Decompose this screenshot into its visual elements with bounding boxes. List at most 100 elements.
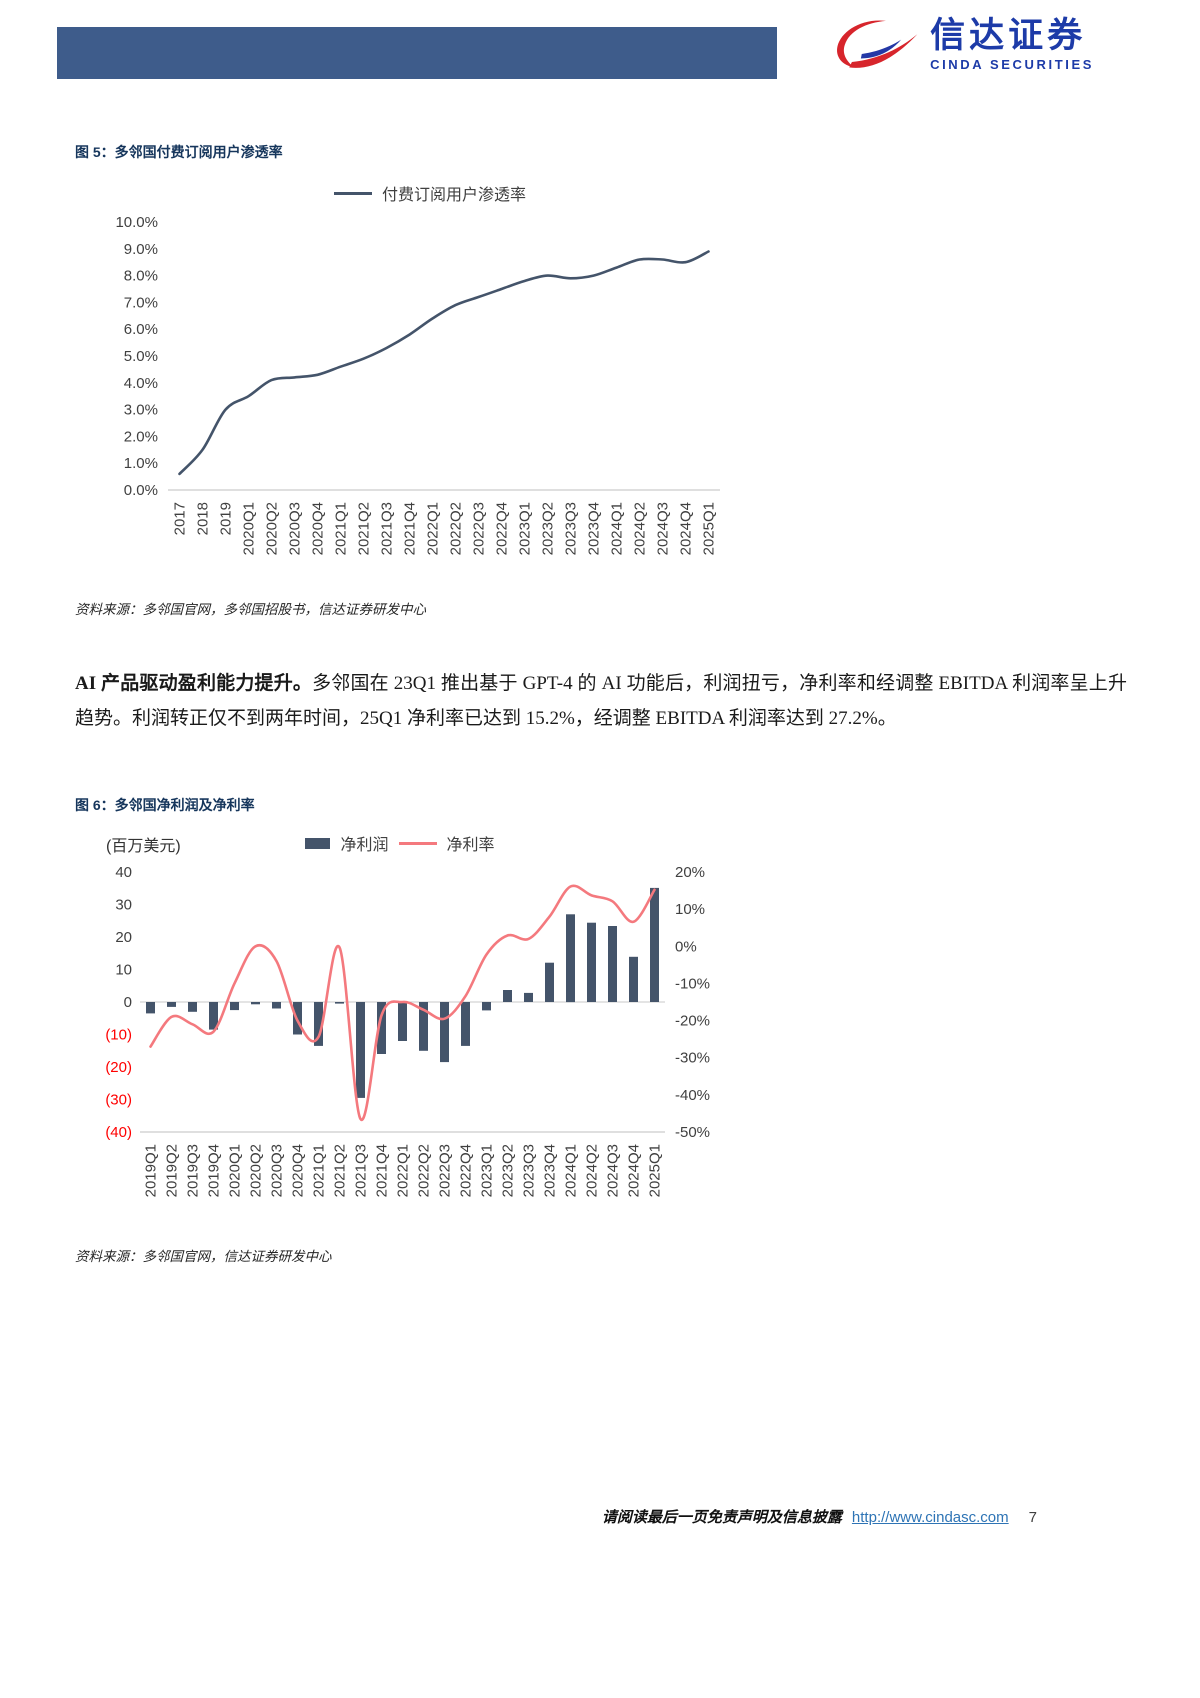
svg-text:2023Q4: 2023Q4 [586, 502, 603, 555]
analysis-paragraph: AI 产品驱动盈利能力提升。多邻国在 23Q1 推出基于 GPT-4 的 AI … [75, 666, 1127, 736]
svg-text:-10%: -10% [675, 975, 710, 992]
page-number: 7 [1028, 1509, 1037, 1526]
svg-text:2020Q3: 2020Q3 [287, 502, 304, 555]
svg-text:2021Q3: 2021Q3 [379, 502, 396, 555]
svg-text:2020Q3: 2020Q3 [269, 1144, 286, 1197]
svg-text:2022Q2: 2022Q2 [416, 1144, 433, 1197]
svg-text:30: 30 [115, 897, 132, 914]
footer: 请阅读最后一页免责声明及信息披露 http://www.cindasc.com … [0, 1506, 1037, 1527]
svg-text:2024Q1: 2024Q1 [609, 502, 626, 555]
figure5-title: 图 5：多邻国付费订阅用户渗透率 [75, 144, 283, 160]
legend-line-icon [398, 841, 437, 845]
svg-text:(10): (10) [105, 1027, 132, 1044]
svg-text:2022Q1: 2022Q1 [395, 1144, 412, 1197]
svg-text:6.0%: 6.0% [124, 321, 158, 338]
svg-text:2021Q4: 2021Q4 [402, 502, 419, 555]
svg-text:0%: 0% [675, 938, 697, 955]
svg-text:1.0%: 1.0% [124, 455, 158, 472]
legend-bar-icon [305, 837, 331, 849]
svg-text:2019Q4: 2019Q4 [206, 1144, 223, 1197]
svg-text:2024Q3: 2024Q3 [655, 502, 672, 555]
svg-text:8.0%: 8.0% [124, 268, 158, 285]
legend-label: 净利率 [446, 837, 495, 854]
svg-text:5.0%: 5.0% [124, 348, 158, 365]
svg-text:2023Q3: 2023Q3 [521, 1144, 538, 1197]
axis-unit-label: (百万美元) [106, 838, 181, 855]
svg-text:0.0%: 0.0% [124, 482, 158, 499]
svg-text:2024Q4: 2024Q4 [678, 502, 695, 555]
figure5-chart: 付费订阅用户渗透率 0.0% 1.0% 2.0% 3.0% 4.0% 5.0% 6.0% 7.… [80, 180, 780, 563]
svg-text:(20): (20) [105, 1059, 132, 1076]
header-accent-bar [57, 27, 777, 79]
svg-text:2018: 2018 [195, 502, 212, 535]
svg-text:2022Q1: 2022Q1 [425, 502, 442, 555]
cinda-logo-icon [837, 20, 918, 68]
svg-text:7.0%: 7.0% [124, 294, 158, 311]
cinda-logo: 信达证券 CINDA SECURITIES [834, 16, 1094, 74]
svg-text:2023Q2: 2023Q2 [540, 502, 557, 555]
svg-text:40: 40 [115, 864, 132, 881]
brand-name-cn: 信达证券 [930, 15, 1087, 55]
svg-text:2019: 2019 [218, 502, 235, 535]
svg-text:-40%: -40% [675, 1087, 710, 1104]
svg-text:0: 0 [124, 994, 132, 1011]
penetration-line-chart: 0.0% 1.0% 2.0% 3.0% 4.0% 5.0% 6.0% 7.0% 8.0% 9.0%… [115, 214, 720, 555]
svg-text:(40): (40) [105, 1124, 132, 1141]
figure6-chart-header: (百万美元) 净利润 净利率 [80, 828, 780, 858]
svg-text:2021Q2: 2021Q2 [356, 502, 373, 555]
figure5-source: 资料来源：多邻国官网，多邻国招股书，信达证券研发中心 [75, 602, 426, 618]
svg-text:10%: 10% [675, 901, 705, 918]
svg-text:4.0%: 4.0% [124, 375, 158, 392]
footer-link[interactable]: http://www.cindasc.com [851, 1509, 1009, 1526]
svg-text:2024Q2: 2024Q2 [584, 1144, 601, 1197]
svg-text:3.0%: 3.0% [124, 402, 158, 419]
legend-label: 付费订阅用户渗透率 [381, 187, 526, 204]
figure5-legend: 付费订阅用户渗透率 [80, 180, 780, 206]
svg-text:2023Q3: 2023Q3 [563, 502, 580, 555]
svg-text:10.0%: 10.0% [115, 214, 158, 231]
figure6-title: 图 6：多邻国净利润及净利率 [75, 797, 255, 813]
svg-text:9.0%: 9.0% [124, 241, 158, 258]
svg-text:2020Q2: 2020Q2 [248, 1144, 265, 1197]
figure6-source: 资料来源：多邻国官网，信达证券研发中心 [75, 1249, 332, 1265]
svg-text:2022Q4: 2022Q4 [494, 502, 511, 555]
svg-text:2021Q1: 2021Q1 [311, 1144, 328, 1197]
svg-text:2021Q4: 2021Q4 [374, 1144, 391, 1197]
svg-text:2021Q3: 2021Q3 [353, 1144, 370, 1197]
paragraph-lead: AI 产品驱动盈利能力提升。 [75, 673, 313, 694]
svg-text:2019Q2: 2019Q2 [164, 1144, 181, 1197]
svg-text:2024Q4: 2024Q4 [626, 1144, 643, 1197]
svg-text:2024Q2: 2024Q2 [632, 502, 649, 555]
svg-text:2019Q1: 2019Q1 [143, 1144, 160, 1197]
svg-text:2025Q1: 2025Q1 [701, 502, 718, 555]
svg-text:2021Q2: 2021Q2 [332, 1144, 349, 1197]
svg-text:2023Q1: 2023Q1 [479, 1144, 496, 1197]
svg-text:(30): (30) [105, 1092, 132, 1109]
svg-text:2017: 2017 [172, 502, 189, 535]
svg-text:-20%: -20% [675, 1013, 710, 1030]
svg-text:2020Q4: 2020Q4 [290, 1144, 307, 1197]
svg-text:2022Q3: 2022Q3 [437, 1144, 454, 1197]
svg-text:2024Q1: 2024Q1 [563, 1144, 580, 1197]
net-income-combo-chart: 40 30 20 10 0 (10) (20) (30) (40) 20% 10% 0% -10% -20… [105, 864, 710, 1197]
svg-text:-50%: -50% [675, 1124, 710, 1141]
svg-text:2022Q4: 2022Q4 [458, 1144, 475, 1197]
figure6-chart: (百万美元) 净利润 净利率 40 30 20 10 0 (10) (20) (30) (40)… [80, 828, 780, 1207]
legend-label: 净利润 [340, 837, 389, 854]
svg-text:2023Q4: 2023Q4 [542, 1144, 559, 1197]
brand-text: 信达证券 CINDA SECURITIES [930, 15, 1094, 73]
svg-text:2019Q3: 2019Q3 [185, 1144, 202, 1197]
legend-line-icon [333, 191, 372, 195]
svg-text:2020Q4: 2020Q4 [310, 502, 327, 555]
svg-text:2023Q1: 2023Q1 [517, 502, 534, 555]
svg-text:20: 20 [115, 929, 132, 946]
svg-text:2022Q2: 2022Q2 [448, 502, 465, 555]
footer-disclaimer: 请阅读最后一页免责声明及信息披露 [601, 1508, 842, 1526]
figure6-legend: 净利润 净利率 [80, 830, 720, 856]
svg-text:2020Q1: 2020Q1 [241, 502, 258, 555]
svg-text:2024Q3: 2024Q3 [605, 1144, 622, 1197]
svg-text:-30%: -30% [675, 1050, 710, 1067]
svg-text:2.0%: 2.0% [124, 428, 158, 445]
svg-text:10: 10 [115, 962, 132, 979]
